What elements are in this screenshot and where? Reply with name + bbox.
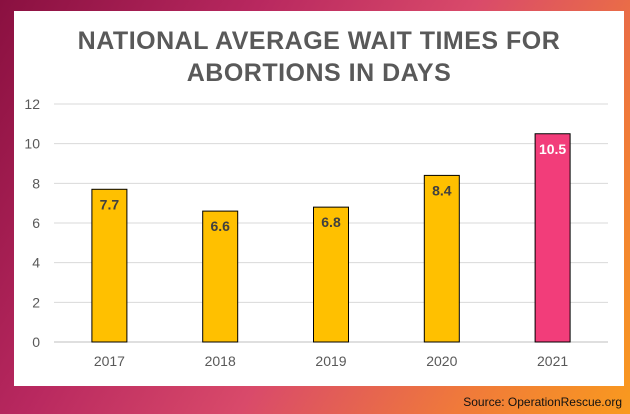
x-tick-label: 2021	[537, 353, 568, 369]
source-credit: Source: OperationRescue.org	[463, 395, 622, 409]
chart-title: NATIONAL AVERAGE WAIT TIMES FOR ABORTION…	[14, 25, 624, 89]
x-tick-label: 2019	[315, 353, 346, 369]
x-tick-label: 2018	[205, 353, 236, 369]
bar	[202, 210, 239, 343]
y-tick-label: 6	[32, 215, 40, 231]
data-label: 8.4	[432, 182, 452, 198]
bar	[423, 174, 460, 343]
y-tick-label: 0	[32, 334, 40, 350]
data-label: 6.6	[210, 218, 230, 234]
x-tick-label: 2020	[426, 353, 457, 369]
y-tick-label: 2	[32, 294, 40, 310]
y-tick-label: 8	[32, 175, 40, 191]
data-label: 6.8	[321, 214, 341, 230]
y-tick-label: 4	[32, 255, 40, 271]
bar	[91, 188, 128, 343]
chart-title-line-2: ABORTIONS IN DAYS	[186, 59, 452, 87]
bar-chart: 0 2 4 6 8 10 12 7.7 2017 6.6 2018 6.8 2019 8.4 2020 10.…	[24, 96, 608, 369]
data-label: 10.5	[539, 141, 566, 157]
chart-title-line-1: NATIONAL AVERAGE WAIT TIMES FOR	[77, 27, 561, 55]
bar	[534, 133, 571, 343]
bar	[313, 206, 349, 343]
y-tick-label: 10	[24, 136, 40, 152]
x-tick-label: 2017	[94, 353, 125, 369]
y-tick-label: 12	[24, 96, 40, 112]
chart-panel: NATIONAL AVERAGE WAIT TIMES FOR ABORTION…	[14, 11, 624, 386]
data-label: 7.7	[100, 196, 120, 212]
